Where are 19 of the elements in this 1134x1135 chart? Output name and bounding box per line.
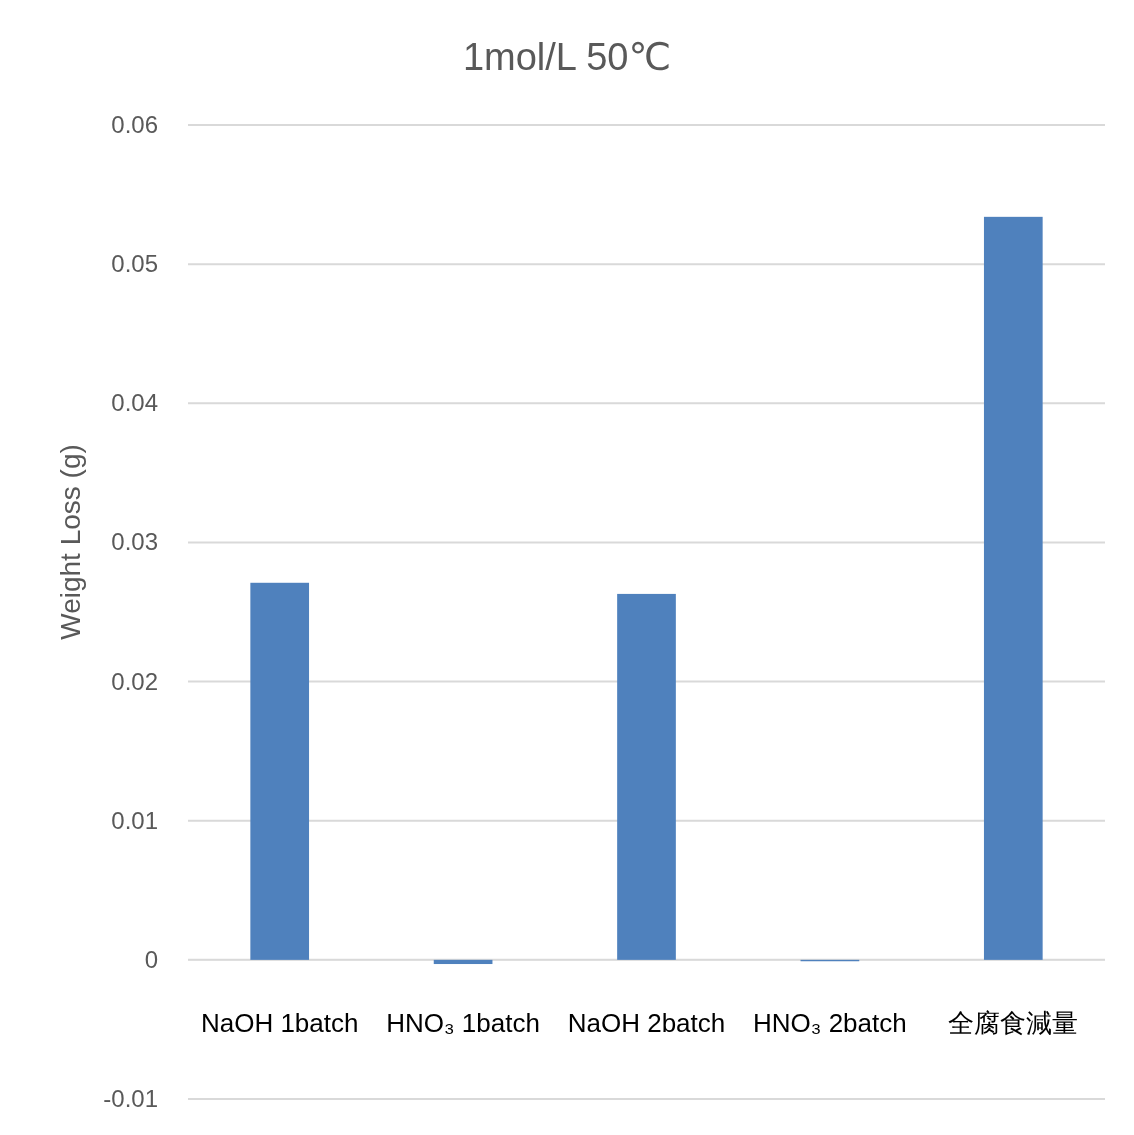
x-tick-label: NaOH 2batch xyxy=(567,1007,726,1038)
bar xyxy=(617,593,676,960)
x-tick-label: HNO₃ 2batch xyxy=(753,1007,907,1038)
y-tick-label: 0.03 xyxy=(111,528,158,556)
y-tick-label: 0.01 xyxy=(111,806,158,834)
y-tick-label: 0.02 xyxy=(111,667,158,695)
bar xyxy=(983,216,1043,960)
y-tick-label: 0.06 xyxy=(111,111,158,138)
x-tick-label: 全腐食減量 xyxy=(948,1007,1079,1038)
y-tick-label: 0.05 xyxy=(111,250,158,278)
y-axis-title: Weight Loss (g) xyxy=(55,444,86,640)
y-tick-label: 0.04 xyxy=(111,389,158,417)
bar xyxy=(433,959,493,965)
chart-title: 1mol/L 50℃ xyxy=(462,36,672,78)
y-tick-label: -0.01 xyxy=(103,1085,158,1112)
x-tick-label: HNO₃ 1batch xyxy=(386,1007,540,1038)
y-tick-label: 0 xyxy=(144,945,158,973)
x-tick-label: NaOH 1batch xyxy=(200,1007,359,1038)
bar xyxy=(250,582,310,960)
